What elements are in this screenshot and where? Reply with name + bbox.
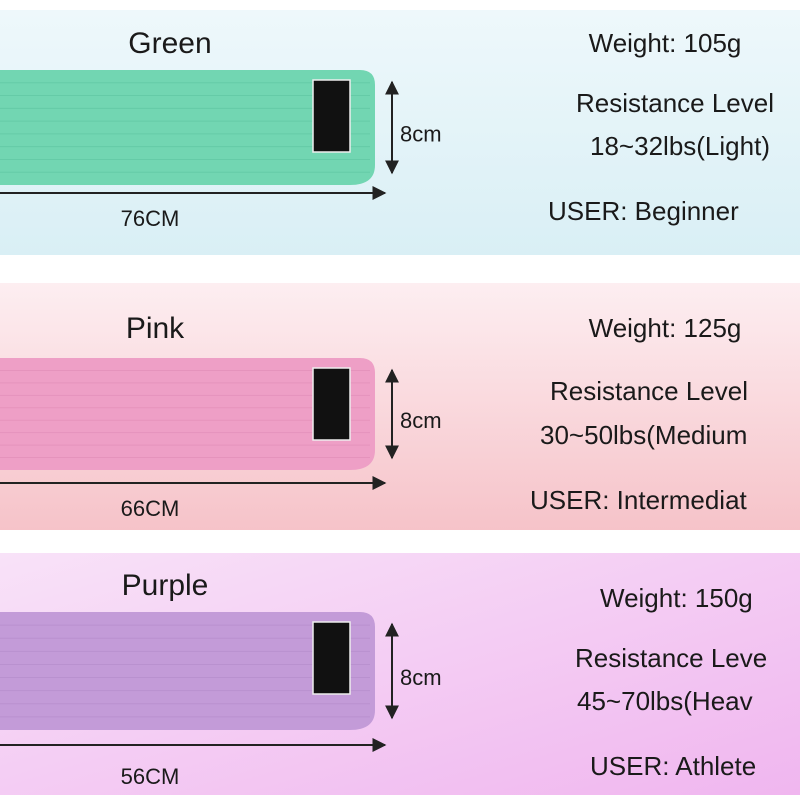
band-label (312, 79, 351, 153)
resistance-label: Resistance Level (576, 88, 774, 118)
user-level: USER: Athlete (590, 751, 756, 781)
band-name: Pink (126, 312, 185, 345)
band-label (312, 621, 351, 695)
band (0, 612, 375, 730)
length-label: 66CM (121, 496, 180, 521)
user-level: USER: Beginner (548, 196, 739, 226)
length-label: 76CM (121, 206, 180, 231)
weight: Weight: 125g (589, 313, 742, 343)
resistance: 30~50lbs(Medium (540, 420, 747, 450)
weight: Weight: 105g (589, 28, 742, 58)
band-name: Purple (122, 569, 209, 602)
width-label: 8cm (400, 121, 442, 146)
resistance: 45~70lbs(Heav (577, 686, 753, 716)
band (0, 358, 375, 470)
resistance: 18~32lbs(Light) (590, 131, 770, 161)
weight: Weight: 150g (600, 583, 753, 613)
width-label: 8cm (400, 665, 442, 690)
resistance-label: Resistance Leve (575, 643, 767, 673)
band-name: Green (128, 27, 211, 60)
width-label: 8cm (400, 408, 442, 433)
band-label (312, 367, 351, 441)
resistance-label: Resistance Level (550, 376, 748, 406)
band (0, 70, 375, 185)
user-level: USER: Intermediat (530, 485, 748, 515)
length-label: 56CM (121, 764, 180, 789)
